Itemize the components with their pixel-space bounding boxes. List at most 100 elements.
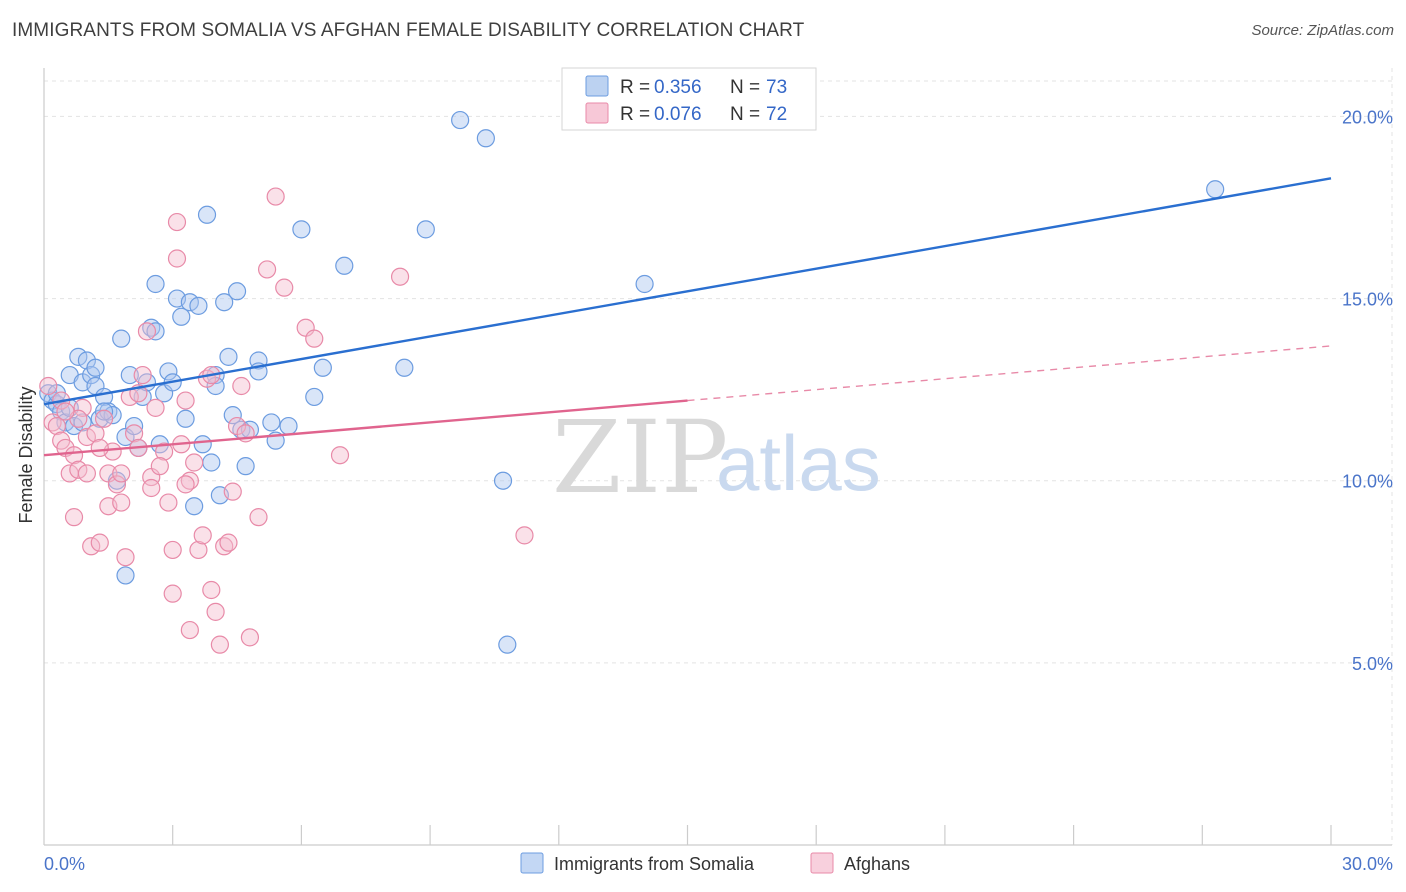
axes — [43, 68, 1392, 846]
point-afghans-71 — [56, 402, 75, 421]
point-afghans-37 — [167, 249, 187, 268]
y-tick-label-2: 15.0% — [1342, 290, 1393, 310]
point-afghans-69 — [176, 475, 195, 494]
point-afghans-34 — [163, 540, 182, 560]
legend-n-label-somalia: N = — [730, 77, 760, 98]
x-tick-label-1: 30.0% — [1342, 854, 1393, 874]
chart-source: Source: ZipAtlas.com — [1251, 22, 1394, 39]
trend-line-afghans — [43, 399, 688, 457]
point-afghans-59 — [275, 278, 294, 297]
point-somalia-58 — [292, 220, 311, 239]
point-somalia-61 — [335, 256, 354, 275]
point-somalia-67 — [498, 635, 517, 654]
point-afghans-54 — [232, 376, 251, 396]
point-afghans-14 — [90, 533, 109, 552]
point-afghans-6 — [64, 508, 84, 527]
bottom-legend-swatch-somalia — [520, 852, 544, 874]
point-somalia-36 — [176, 409, 195, 428]
point-afghans-49 — [210, 635, 229, 654]
point-somalia-42 — [202, 453, 221, 472]
point-somalia-47 — [219, 347, 238, 366]
point-somalia-41 — [197, 205, 217, 224]
point-somalia-60 — [313, 358, 332, 377]
y-tick-labels: 5.0% 10.0% 15.0% 20.0% — [1342, 107, 1393, 673]
legend-r-label-somalia: R = — [620, 77, 650, 98]
legend-n-value-afghans: 72 — [766, 104, 787, 125]
point-afghans-11 — [77, 464, 97, 483]
legend-swatch-afghans — [585, 102, 609, 124]
point-afghans-19 — [107, 475, 127, 494]
point-somalia-14 — [86, 358, 105, 377]
point-somalia-57 — [279, 416, 298, 436]
point-afghans-64 — [515, 526, 534, 545]
point-afghans-67 — [90, 438, 109, 458]
legend-top: R = 0.356 N = 73 R = 0.076 N = 72 — [561, 67, 817, 131]
point-afghans-13 — [86, 424, 105, 443]
point-afghans-48 — [206, 602, 225, 621]
point-afghans-52 — [223, 482, 242, 501]
point-afghans-51 — [219, 533, 238, 552]
point-somalia-72 — [94, 402, 114, 421]
point-afghans-0 — [39, 376, 58, 396]
chart-title: IMMIGRANTS FROM SOMALIA VS AFGHAN FEMALE… — [12, 20, 805, 41]
point-afghans-35 — [163, 584, 182, 603]
legend-r-label-afghans: R = — [620, 104, 650, 125]
x-tick-label-0: 0.0% — [44, 854, 85, 874]
point-somalia-69 — [1206, 180, 1225, 199]
point-afghans-58 — [266, 187, 285, 206]
legend-r-value-somalia: 0.356 — [654, 77, 702, 98]
point-somalia-63 — [416, 220, 435, 239]
gridlines — [44, 68, 1393, 845]
point-afghans-32 — [155, 442, 174, 461]
legend-swatch-somalia — [585, 75, 609, 97]
point-afghans-15 — [94, 409, 114, 428]
point-afghans-39 — [176, 391, 195, 410]
point-somalia-38 — [185, 497, 204, 516]
point-afghans-56 — [249, 508, 268, 527]
watermark: ZIP atlas — [552, 399, 881, 516]
point-afghans-28 — [137, 322, 157, 341]
point-somalia-35 — [172, 307, 191, 326]
point-somalia-62 — [395, 358, 414, 377]
point-afghans-43 — [189, 540, 208, 560]
point-afghans-44 — [193, 526, 212, 545]
point-afghans-22 — [116, 548, 135, 567]
y-axis-label: Female Disability — [16, 386, 36, 523]
point-afghans-31 — [146, 398, 165, 417]
y-tick-label-1: 10.0% — [1342, 472, 1393, 492]
legend-r-value-afghans: 0.076 — [654, 104, 702, 125]
x-tick-labels: 0.0% 30.0% — [44, 854, 1393, 874]
point-afghans-42 — [185, 453, 204, 472]
y-tick-label-3: 20.0% — [1342, 107, 1393, 127]
trend-lines — [43, 177, 1332, 457]
point-afghans-68 — [150, 457, 169, 476]
point-afghans-40 — [180, 620, 199, 640]
trend-line-afghans-extrapolated — [687, 345, 1332, 402]
point-somalia-20 — [116, 566, 135, 585]
point-somalia-68 — [635, 274, 654, 294]
bottom-legend-swatch-afghans — [810, 852, 834, 874]
point-afghans-36 — [167, 212, 187, 232]
point-somalia-19 — [112, 329, 131, 348]
watermark-atlas: atlas — [716, 419, 881, 507]
bottom-legend-label-somalia: Immigrants from Somalia — [554, 854, 755, 874]
point-afghans-21 — [112, 493, 131, 512]
point-afghans-2 — [47, 416, 66, 436]
watermark-zip: ZIP — [552, 399, 728, 516]
point-somalia-22 — [120, 365, 139, 385]
point-afghans-33 — [159, 493, 178, 512]
point-afghans-62 — [330, 446, 350, 465]
legend-n-value-somalia: 73 — [766, 77, 787, 98]
trend-line-somalia — [43, 177, 1332, 406]
point-somalia-40 — [193, 435, 212, 454]
point-somalia-66 — [493, 471, 513, 490]
point-afghans-24 — [124, 424, 144, 443]
point-afghans-30 — [142, 478, 161, 498]
point-afghans-7 — [64, 446, 84, 465]
point-afghans-63 — [390, 267, 410, 286]
y-tick-label-0: 5.0% — [1352, 654, 1393, 674]
legend-bottom: Immigrants from Somalia Afghans — [520, 852, 910, 874]
point-afghans-61 — [305, 329, 324, 348]
point-afghans-47 — [202, 580, 221, 600]
